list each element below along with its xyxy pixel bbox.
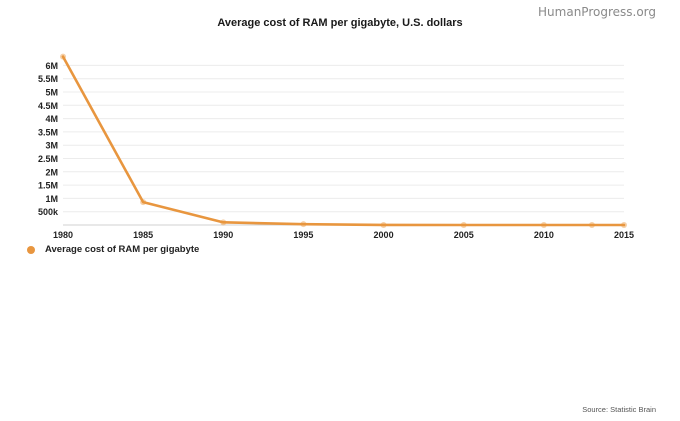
x-tick-label: 1980 xyxy=(53,230,73,240)
y-tick-label: 5.5M xyxy=(38,74,58,84)
x-tick-label: 1995 xyxy=(293,230,313,240)
data-point[interactable] xyxy=(588,221,595,228)
y-tick-label: 4M xyxy=(45,114,58,124)
y-tick-label: 5M xyxy=(45,88,58,98)
y-tick-label: 1.5M xyxy=(38,181,58,191)
y-tick-label: 4.5M xyxy=(38,101,58,111)
x-tick-label: 1985 xyxy=(133,230,153,240)
data-point[interactable] xyxy=(621,221,627,228)
series-line xyxy=(61,55,626,227)
data-point[interactable] xyxy=(300,221,307,228)
y-tick-label: 3M xyxy=(45,141,58,151)
data-point[interactable] xyxy=(540,221,547,228)
legend[interactable]: Average cost of RAM per gigabyte xyxy=(27,244,199,255)
x-tick-label: 2005 xyxy=(454,230,474,240)
source-note: Source: Statistic Brain xyxy=(582,405,656,414)
legend-label: Average cost of RAM per gigabyte xyxy=(45,244,200,255)
y-tick-label: 2M xyxy=(45,167,58,177)
data-point[interactable] xyxy=(140,199,147,206)
y-axis-ticks: 500k 1M 1.5M 2M 2.5M 3M 3.5M 4M 4.5M 5M 5.5M 6M xyxy=(38,61,59,217)
data-points xyxy=(60,53,627,228)
x-tick-label: 1990 xyxy=(213,230,233,240)
y-tick-label: 6M xyxy=(45,61,58,71)
x-tick-label: 2010 xyxy=(534,230,554,240)
watermark: HumanProgress.org xyxy=(538,5,656,19)
data-point[interactable] xyxy=(220,219,227,226)
x-tick-label: 2000 xyxy=(374,230,394,240)
x-axis-ticks: 1980 1985 1990 1995 2000 2005 2010 2015 xyxy=(53,230,634,240)
chart-title: Average cost of RAM per gigabyte, U.S. d… xyxy=(217,17,463,29)
legend-marker-icon xyxy=(27,245,35,254)
y-tick-label: 1M xyxy=(45,194,58,204)
data-point[interactable] xyxy=(60,53,66,60)
y-tick-label: 500k xyxy=(38,207,59,217)
gridlines xyxy=(63,64,624,226)
y-tick-label: 3.5M xyxy=(38,127,58,137)
y-tick-label: 2.5M xyxy=(38,154,58,164)
x-tick-label: 2015 xyxy=(614,230,634,240)
data-point[interactable] xyxy=(380,221,387,228)
data-point[interactable] xyxy=(460,221,467,228)
